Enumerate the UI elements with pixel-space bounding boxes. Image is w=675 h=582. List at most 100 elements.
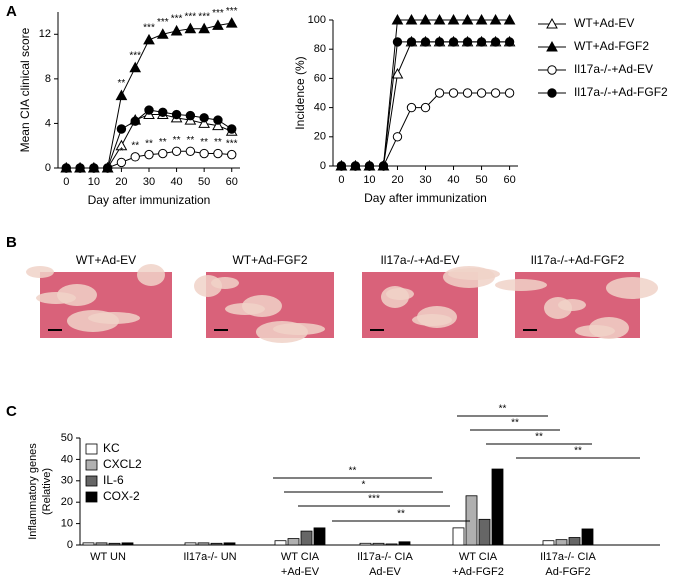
y-tick-label: 40 bbox=[61, 453, 73, 465]
x-axis-label: Day after immunization bbox=[88, 193, 211, 207]
significance: ** bbox=[159, 137, 167, 148]
marker bbox=[102, 163, 113, 173]
legend-swatch bbox=[85, 443, 98, 455]
marker bbox=[392, 132, 403, 142]
panel-label: B bbox=[6, 234, 17, 251]
marker bbox=[89, 163, 99, 173]
marker bbox=[462, 88, 473, 98]
tissue bbox=[36, 292, 76, 304]
x-tick-label: 20 bbox=[391, 174, 403, 186]
marker bbox=[143, 33, 155, 45]
y-tick-label: 100 bbox=[308, 14, 326, 26]
marker bbox=[130, 116, 140, 126]
bar bbox=[82, 542, 95, 546]
y-axis-label: Inflammatory genes bbox=[27, 443, 39, 540]
legend-label: Il17a-/-+Ad-FGF2 bbox=[574, 85, 668, 99]
y-tick-label: 0 bbox=[45, 162, 51, 174]
significance: ** bbox=[574, 446, 582, 457]
bar bbox=[223, 542, 236, 546]
significance: *** bbox=[143, 22, 155, 33]
significance: ** bbox=[535, 432, 543, 443]
x-tick-label: Il17a-/- UN bbox=[183, 551, 236, 563]
significance: * bbox=[119, 146, 123, 157]
x-tick-label: 60 bbox=[226, 176, 238, 188]
bar bbox=[372, 542, 385, 546]
x-tick-label: 50 bbox=[475, 174, 487, 186]
marker bbox=[364, 161, 375, 171]
significance: ** bbox=[499, 404, 507, 415]
legend-label: IL-6 bbox=[103, 473, 124, 487]
marker bbox=[405, 13, 418, 25]
marker bbox=[448, 88, 459, 98]
marker bbox=[199, 148, 209, 159]
tissue bbox=[606, 277, 658, 299]
marker bbox=[212, 119, 224, 131]
marker bbox=[406, 37, 417, 47]
significance: *** bbox=[212, 8, 224, 19]
marker bbox=[213, 148, 223, 159]
tissue bbox=[194, 275, 222, 297]
y-tick-label: 40 bbox=[314, 102, 326, 114]
marker bbox=[434, 37, 445, 47]
legend-label: WT+Ad-FGF2 bbox=[574, 39, 649, 53]
marker bbox=[504, 88, 515, 98]
x-tick-label: +Ad-EV bbox=[281, 566, 320, 578]
marker bbox=[503, 13, 516, 25]
x-tick-label: 30 bbox=[419, 174, 431, 186]
x-tick-label: 0 bbox=[338, 174, 344, 186]
marker bbox=[378, 161, 389, 171]
tissue bbox=[495, 279, 547, 291]
marker bbox=[227, 124, 237, 134]
significance: ** bbox=[173, 135, 181, 146]
marker bbox=[199, 113, 209, 123]
tissue bbox=[412, 314, 452, 326]
y-tick-label: 0 bbox=[67, 539, 73, 551]
marker bbox=[350, 161, 361, 171]
significance: *** bbox=[368, 494, 380, 505]
marker bbox=[116, 157, 127, 168]
y-axis-label: Incidence (%) bbox=[293, 56, 307, 129]
marker bbox=[420, 102, 431, 113]
bar bbox=[555, 539, 568, 546]
marker bbox=[462, 37, 473, 47]
bar bbox=[581, 528, 594, 546]
y-tick-label: 50 bbox=[61, 432, 73, 444]
marker bbox=[185, 146, 196, 156]
legend-marker bbox=[546, 17, 558, 29]
marker bbox=[184, 22, 197, 34]
bar bbox=[385, 543, 398, 546]
bar bbox=[452, 527, 465, 546]
x-tick-label: 0 bbox=[63, 176, 69, 188]
marker bbox=[170, 24, 183, 36]
bar bbox=[95, 542, 108, 546]
bar bbox=[210, 542, 223, 546]
legend-marker bbox=[547, 88, 557, 98]
x-tick-label: Ad-FGF2 bbox=[545, 566, 590, 578]
tissue bbox=[381, 286, 409, 308]
significance: ** bbox=[397, 509, 405, 520]
significance: *** bbox=[185, 11, 197, 22]
bar bbox=[184, 542, 197, 546]
legend-label: KC bbox=[103, 441, 120, 455]
bar bbox=[287, 538, 300, 546]
tissue bbox=[225, 303, 265, 315]
legend-label: WT+Ad-EV bbox=[574, 16, 634, 30]
marker bbox=[461, 13, 474, 25]
significance: ** bbox=[145, 138, 153, 149]
marker bbox=[129, 61, 142, 73]
marker bbox=[171, 109, 182, 120]
y-tick-label: 0 bbox=[320, 160, 326, 172]
bar bbox=[465, 495, 478, 546]
tissue bbox=[575, 325, 615, 337]
legend-marker bbox=[546, 40, 558, 52]
significance: *** bbox=[157, 17, 169, 28]
significance: ** bbox=[200, 137, 208, 148]
marker bbox=[212, 19, 224, 30]
marker bbox=[225, 17, 238, 28]
significance: ** bbox=[186, 135, 194, 146]
marker bbox=[490, 37, 501, 47]
marker bbox=[185, 110, 196, 121]
y-tick-label: 8 bbox=[45, 73, 51, 85]
marker bbox=[158, 148, 168, 159]
